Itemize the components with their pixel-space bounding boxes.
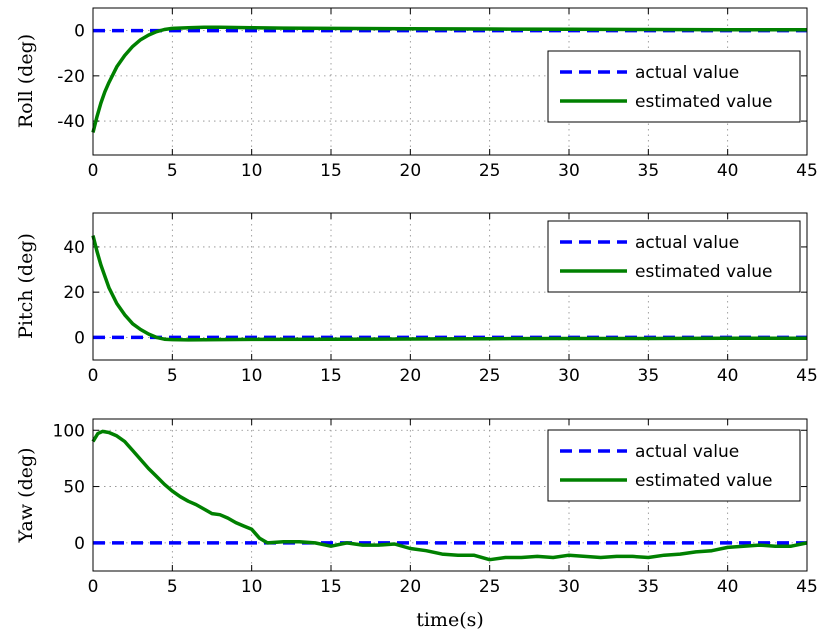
roll-xtick-label: 10 <box>241 161 263 181</box>
roll-xtick-label: 5 <box>167 161 178 181</box>
roll-ytick-label: -40 <box>57 112 85 132</box>
pitch-xtick-label: 5 <box>167 366 178 386</box>
yaw-xtick-label: 5 <box>167 577 178 597</box>
yaw-ylabel: Yaw (deg) <box>15 447 37 543</box>
pitch-series-estimated-line <box>91 235 807 342</box>
roll-xtick-label: 0 <box>88 161 99 181</box>
roll-legend: actual value estimated value <box>547 50 801 123</box>
roll-ylabel: Roll (deg) <box>15 34 37 128</box>
yaw-lines <box>91 429 808 562</box>
pitch-xtick-label: 40 <box>717 366 739 386</box>
roll-axes-border <box>92 7 808 156</box>
yaw-legend-estimated-label: estimated value <box>635 471 772 491</box>
yaw-xtick-label: 40 <box>717 577 739 597</box>
yaw-xtick-label: 30 <box>558 577 580 597</box>
roll-xtick-label: 20 <box>400 161 422 181</box>
yaw-ytick-label: 50 <box>63 478 85 498</box>
yaw-xtick-label: 25 <box>479 577 501 597</box>
pitch-xtick-label: 25 <box>479 366 501 386</box>
pitch-xtick-label: 0 <box>88 366 99 386</box>
roll-legend-actual-label: actual value <box>635 63 739 83</box>
pitch-axes-border <box>92 212 808 361</box>
yaw-xtick-label: 15 <box>320 577 342 597</box>
roll-ticks: 0 5 10 15 20 25 30 35 40 45 -40 -20 0 <box>57 8 818 181</box>
pitch-xtick-label: 30 <box>558 366 580 386</box>
roll-ytick-label: 0 <box>74 22 85 42</box>
roll-xtick-label: 45 <box>796 161 818 181</box>
roll-lines <box>91 25 807 133</box>
yaw-xtick-label: 35 <box>638 577 660 597</box>
pitch-ytick-label: 40 <box>63 238 85 258</box>
yaw-xtick-label: 20 <box>400 577 422 597</box>
pitch-xtick-label: 45 <box>796 366 818 386</box>
roll-legend-estimated-label: estimated value <box>635 92 772 112</box>
yaw-axes-border <box>92 418 808 572</box>
roll-ytick-label: -20 <box>57 67 85 87</box>
pitch-xtick-label: 20 <box>400 366 422 386</box>
roll-series-estimated-line <box>91 25 807 133</box>
pitch-legend-estimated-label: estimated value <box>635 262 772 282</box>
roll-legend-box <box>547 50 801 123</box>
yaw-xtick-label: 10 <box>241 577 263 597</box>
pitch-xtick-label: 35 <box>638 366 660 386</box>
pitch-xtick-label: 15 <box>320 366 342 386</box>
pitch-panel: 0 5 10 15 20 25 30 35 40 45 0 20 40 Pitch (deg) actu… <box>15 212 818 386</box>
yaw-legend-actual-label: actual value <box>635 442 739 462</box>
yaw-legend: actual value estimated value <box>547 429 801 502</box>
yaw-series-estimated-line <box>91 429 808 562</box>
yaw-ytick-label: 100 <box>53 421 85 441</box>
pitch-ytick-label: 0 <box>74 328 85 348</box>
pitch-ticks: 0 5 10 15 20 25 30 35 40 45 0 20 40 <box>63 213 818 386</box>
yaw-legend-box <box>547 429 801 502</box>
roll-xtick-label: 40 <box>717 161 739 181</box>
yaw-ytick-label: 0 <box>74 534 85 554</box>
roll-xtick-label: 35 <box>638 161 660 181</box>
pitch-legend-actual-label: actual value <box>635 233 739 253</box>
yaw-xtick-label: 45 <box>796 577 818 597</box>
pitch-legend-box <box>547 220 801 293</box>
yaw-panel: 0 5 10 15 20 25 30 35 40 45 0 50 100 Yaw (deg) actua… <box>15 418 818 631</box>
roll-panel: 0 5 10 15 20 25 30 35 40 45 -40 -20 0 Roll (deg) act… <box>15 7 818 181</box>
pitch-ytick-label: 20 <box>63 283 85 303</box>
yaw-ticks: 0 5 10 15 20 25 30 35 40 45 0 50 100 <box>53 419 818 597</box>
roll-xtick-label: 15 <box>320 161 342 181</box>
pitch-ylabel: Pitch (deg) <box>15 233 37 339</box>
pitch-legend: actual value estimated value <box>547 220 801 293</box>
roll-xtick-label: 30 <box>558 161 580 181</box>
pitch-xtick-label: 10 <box>241 366 263 386</box>
yaw-xlabel: time(s) <box>416 609 484 631</box>
roll-xtick-label: 25 <box>479 161 501 181</box>
yaw-xtick-label: 0 <box>88 577 99 597</box>
pitch-lines <box>91 235 807 342</box>
